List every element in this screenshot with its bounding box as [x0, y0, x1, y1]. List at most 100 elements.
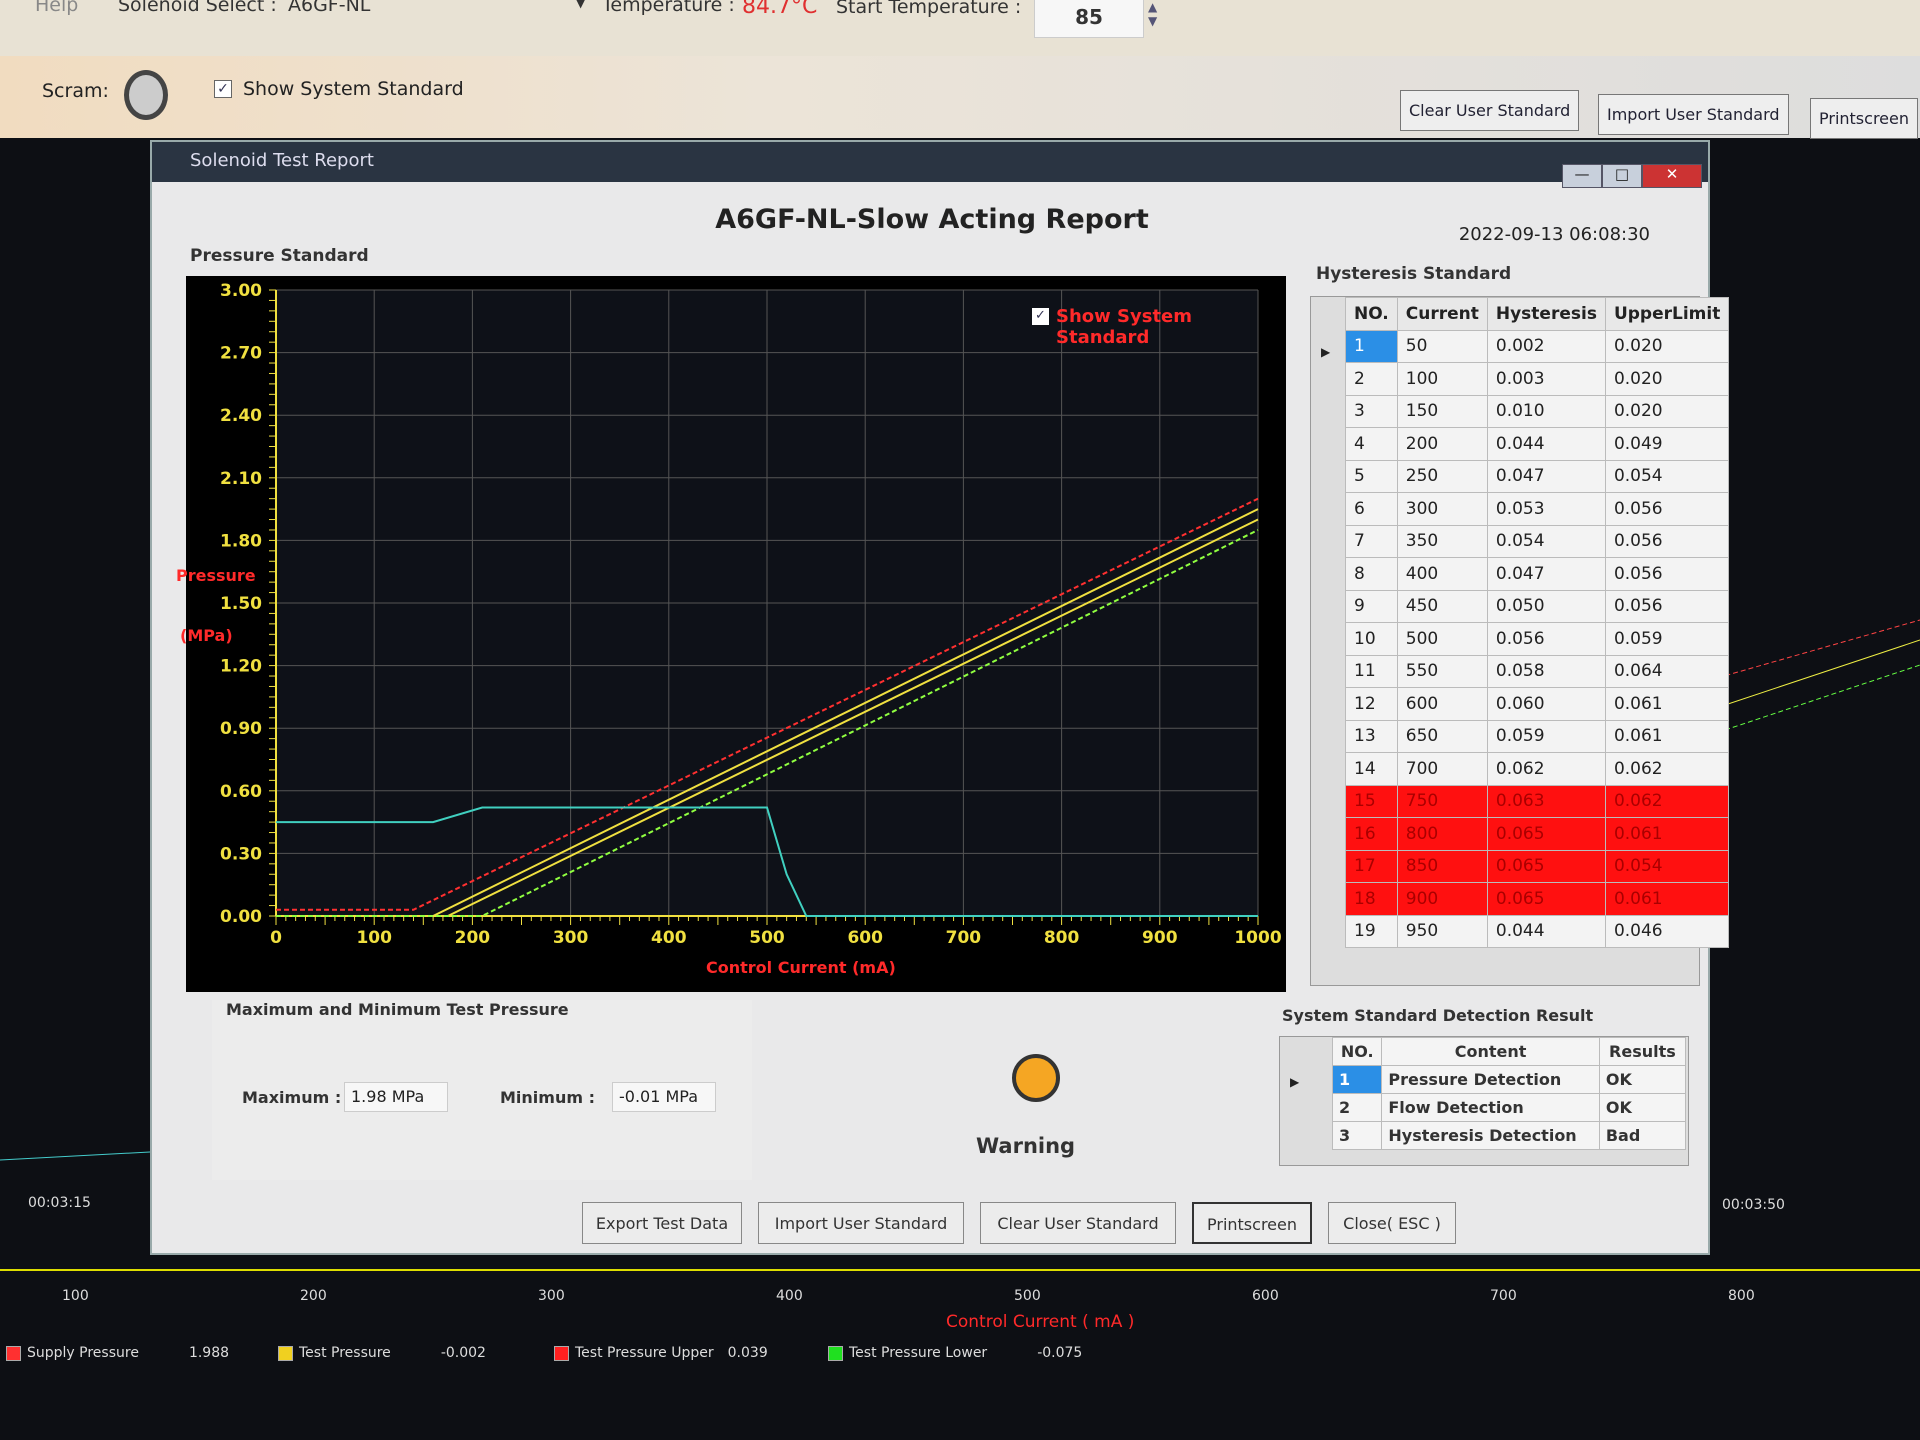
hysteresis-table-panel: NO. Current Hysteresis UpperLimit 1 50 0.002 0.…: [1310, 296, 1730, 986]
x-tick-label: 700: [946, 928, 982, 948]
legend-value: -0.002: [440, 1345, 486, 1361]
y-tick-label: 3.00: [220, 281, 262, 301]
clear-user-standard-button[interactable]: Clear User Standard: [980, 1202, 1176, 1244]
report-date: 2022-09-13 06:08:30: [1458, 224, 1650, 245]
menu-help[interactable]: Help: [35, 0, 79, 16]
table-row[interactable]: 8 400 0.047 0.056: [1345, 557, 1730, 591]
table-cell: 600: [1396, 687, 1488, 721]
close-icon[interactable]: ✕: [1642, 164, 1702, 188]
table-cell: 0.060: [1486, 687, 1606, 721]
top-menu-bar: Help Solenoid Select : A6GF-NL ▼ Tempera…: [0, 0, 1920, 56]
report-title: A6GF-NL-Slow Acting Report: [715, 204, 1149, 235]
maximum-value: 1.98 MPa: [344, 1082, 448, 1112]
legend-swatch: [278, 1345, 293, 1361]
printscreen-button[interactable]: Printscreen: [1810, 98, 1918, 139]
current-row-arrow-icon: ▶: [1290, 1075, 1300, 1089]
clear-user-standard-button[interactable]: Clear User Standard: [1400, 90, 1580, 131]
show-standard-checkbox[interactable]: ✓: [214, 80, 232, 98]
close-button[interactable]: Close( ESC ): [1328, 1202, 1456, 1244]
background-x-tick: 100: [62, 1288, 89, 1304]
background-x-axis-label: Control Current ( mA ): [946, 1312, 1135, 1332]
chart-show-standard-checkbox[interactable]: ✓: [1032, 308, 1049, 325]
table-row[interactable]: 16 800 0.065 0.061: [1345, 817, 1730, 851]
printscreen-button[interactable]: Printscreen: [1192, 1202, 1312, 1244]
show-standard-label: Show System Standard: [243, 78, 464, 100]
detection-header[interactable]: NO.: [1331, 1037, 1383, 1066]
background-x-tick: 300: [538, 1288, 565, 1304]
x-tick-label: 600: [847, 928, 883, 948]
export-test-data-button[interactable]: Export Test Data: [582, 1202, 742, 1244]
table-row[interactable]: 10 500 0.056 0.059: [1345, 622, 1730, 656]
hysteresis-header[interactable]: NO.: [1345, 297, 1398, 331]
background-x-tick: 700: [1490, 1288, 1517, 1304]
table-row[interactable]: 11 550 0.058 0.064: [1345, 654, 1730, 688]
table-cell: 350: [1396, 524, 1488, 558]
import-user-standard-button[interactable]: Import User Standard: [1598, 94, 1789, 135]
window-title: Solenoid Test Report: [190, 150, 374, 171]
x-tick-label: 0: [270, 928, 282, 948]
y-tick-label: 0.00: [220, 907, 262, 927]
detection-header[interactable]: Content: [1381, 1037, 1600, 1066]
table-cell: 2: [1331, 1093, 1383, 1122]
table-row[interactable]: 7 350 0.054 0.056: [1345, 524, 1730, 558]
table-row[interactable]: 2 100 0.003 0.020: [1345, 362, 1730, 396]
table-row[interactable]: 9 450 0.050 0.056: [1345, 589, 1730, 623]
background-x-tick: 800: [1728, 1288, 1755, 1304]
maximum-label: Maximum :: [242, 1088, 342, 1107]
table-row[interactable]: 1 Pressure Detection OK: [1331, 1065, 1687, 1094]
hysteresis-header[interactable]: Current: [1396, 297, 1488, 331]
table-cell: 11: [1345, 654, 1398, 688]
table-row[interactable]: 18 900 0.065 0.061: [1345, 882, 1730, 916]
legend-item: Test Pressure -0.002: [278, 1345, 486, 1361]
table-cell: 0.059: [1486, 719, 1606, 753]
table-cell: 0.044: [1486, 427, 1606, 461]
legend-item: Test Pressure Upper 0.039: [554, 1345, 768, 1361]
table-row[interactable]: 1 50 0.002 0.020: [1345, 329, 1730, 363]
start-temperature-input[interactable]: 85: [1034, 0, 1144, 38]
y-tick-label: 2.40: [220, 406, 262, 426]
table-row[interactable]: 14 700 0.062 0.062: [1345, 752, 1730, 786]
table-row[interactable]: 3 150 0.010 0.020: [1345, 394, 1730, 428]
detection-header[interactable]: Results: [1598, 1037, 1687, 1066]
table-cell: 3: [1331, 1121, 1383, 1150]
table-row[interactable]: 6 300 0.053 0.056: [1345, 492, 1730, 526]
table-cell: 200: [1396, 427, 1488, 461]
table-row[interactable]: 13 650 0.059 0.061: [1345, 719, 1730, 753]
window-title-bar: Solenoid Test Report: [152, 142, 1708, 182]
table-cell: 0.054: [1604, 849, 1730, 883]
table-cell: 0.047: [1486, 557, 1606, 591]
hysteresis-header[interactable]: Hysteresis: [1486, 297, 1606, 331]
spinner-icon[interactable]: ▲ ▼: [1148, 0, 1158, 28]
current-row-arrow-icon: ▶: [1321, 345, 1331, 359]
table-row[interactable]: 3 Hysteresis Detection Bad: [1331, 1121, 1687, 1150]
y-tick-label: 0.30: [220, 844, 262, 864]
table-cell: 0.044: [1486, 914, 1606, 948]
maximize-icon[interactable]: □: [1602, 164, 1642, 188]
table-cell: 0.061: [1604, 817, 1730, 851]
table-cell: 4: [1345, 427, 1398, 461]
table-row[interactable]: 15 750 0.063 0.062: [1345, 784, 1730, 818]
hysteresis-table: NO. Current Hysteresis UpperLimit 1 50 0.002 0.…: [1345, 297, 1730, 948]
table-cell: 0.002: [1486, 329, 1606, 363]
hysteresis-header[interactable]: UpperLimit: [1604, 297, 1730, 331]
solenoid-select[interactable]: A6GF-NL: [288, 0, 371, 16]
table-row[interactable]: 12 600 0.060 0.061: [1345, 687, 1730, 721]
table-cell: 800: [1396, 817, 1488, 851]
table-row[interactable]: 19 950 0.044 0.046: [1345, 914, 1730, 948]
table-cell: 550: [1396, 654, 1488, 688]
x-tick-label: 300: [553, 928, 589, 948]
minimize-icon[interactable]: —: [1562, 164, 1602, 188]
table-row[interactable]: 2 Flow Detection OK: [1331, 1093, 1687, 1122]
dropdown-arrow-icon[interactable]: ▼: [576, 0, 586, 10]
legend-swatch: [554, 1345, 569, 1361]
table-row[interactable]: 5 250 0.047 0.054: [1345, 459, 1730, 493]
table-cell: 0.059: [1604, 622, 1730, 656]
table-cell: 15: [1345, 784, 1398, 818]
table-row[interactable]: 17 850 0.065 0.054: [1345, 849, 1730, 883]
table-cell: 0.050: [1486, 589, 1606, 623]
import-user-standard-button[interactable]: Import User Standard: [758, 1202, 964, 1244]
scram-indicator: [124, 70, 168, 120]
background-x-tick: 400: [776, 1288, 803, 1304]
temperature-label: Temperature :: [602, 0, 735, 16]
table-row[interactable]: 4 200 0.044 0.049: [1345, 427, 1730, 461]
